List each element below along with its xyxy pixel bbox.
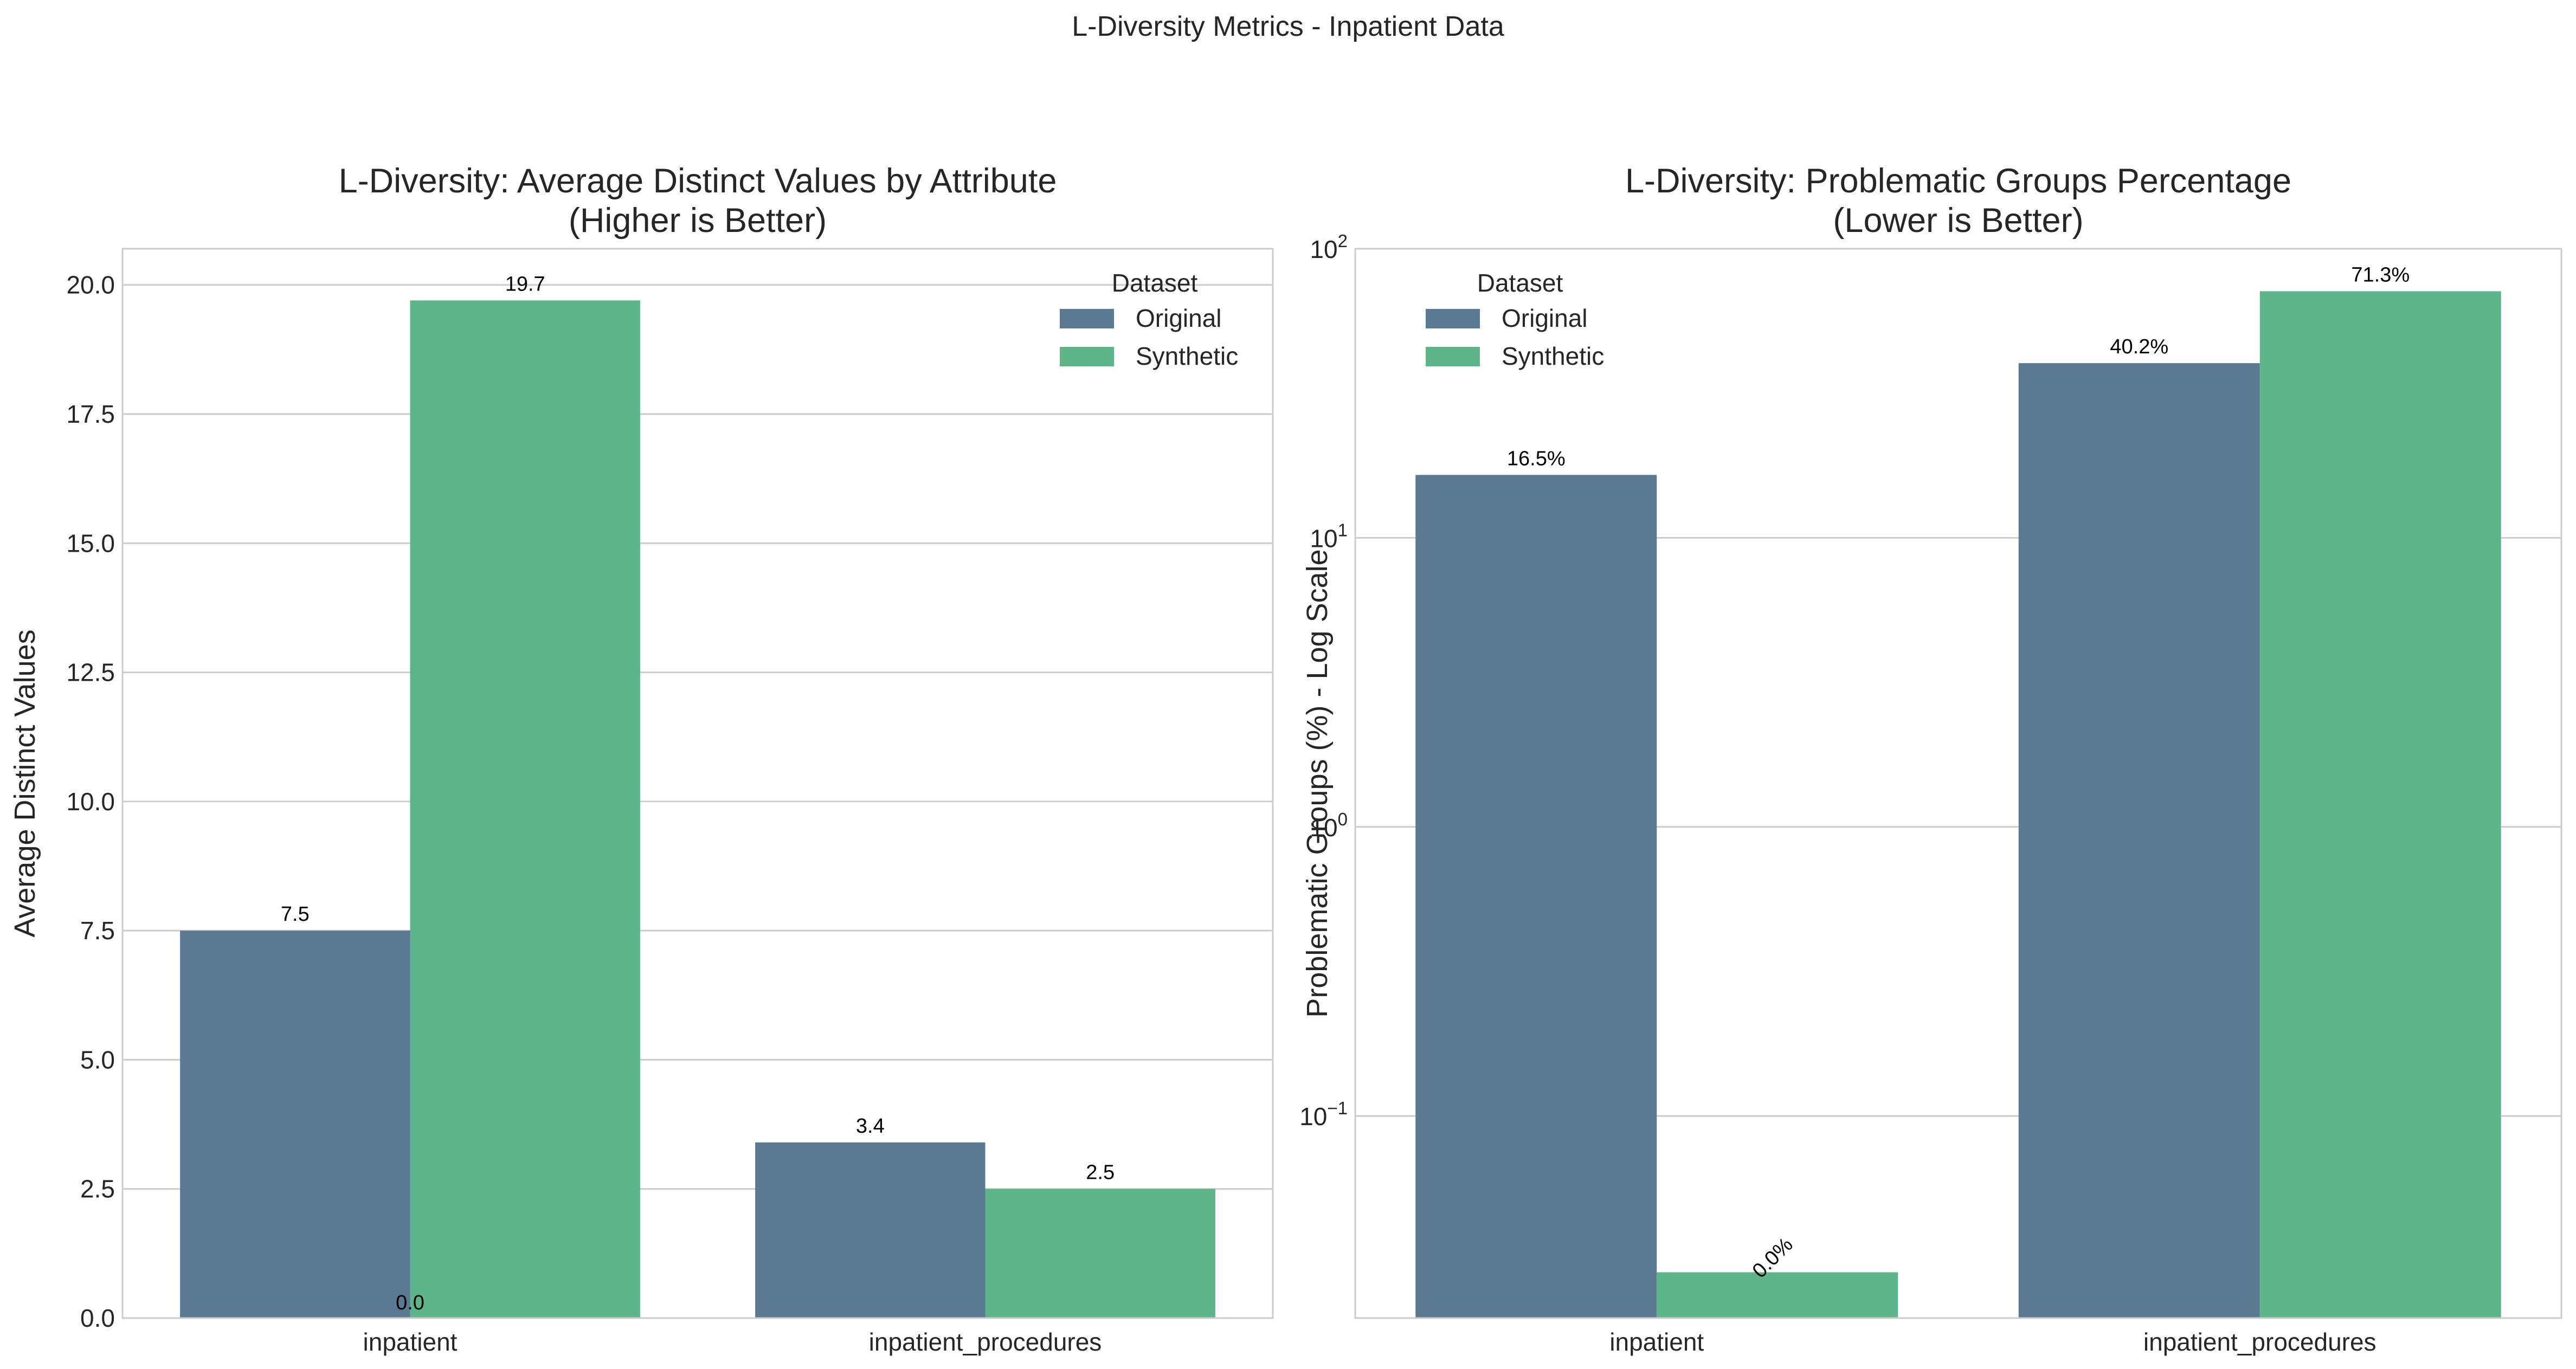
bar-value-label: 71.3% bbox=[2351, 263, 2410, 286]
bar-synthetic bbox=[985, 1189, 1215, 1318]
legend-swatch-synthetic bbox=[1426, 347, 1480, 366]
y-tick-label: 5.0 bbox=[80, 1045, 115, 1074]
y-axis-label: Average Distinct Values bbox=[9, 629, 41, 937]
y-axis-label: Problematic Groups (%) - Log Scale bbox=[1301, 549, 1334, 1017]
bar-original bbox=[755, 1142, 986, 1318]
legend-label-synthetic: Synthetic bbox=[1136, 342, 1238, 370]
bar-value-label: 3.4 bbox=[856, 1115, 885, 1138]
y-tick-label: 12.5 bbox=[66, 658, 115, 687]
chart-subtitle: (Lower is Better) bbox=[1833, 202, 2083, 240]
chart-average-distinct-values: 0.0 2.5 5.0 7.5 10.0 12.5 15.0 17.5 20.0 7.5 3.4 19… bbox=[9, 162, 1274, 1356]
bar-value-label: 16.5% bbox=[1507, 447, 1566, 470]
legend-swatch-original bbox=[1426, 309, 1480, 328]
bar-value-label: 19.7 bbox=[505, 273, 545, 295]
y-tick-label: 7.5 bbox=[80, 916, 115, 945]
y-tick-label: 10.0 bbox=[66, 787, 115, 816]
y-tick-label: 0.0 bbox=[80, 1304, 115, 1332]
bar-original bbox=[180, 931, 410, 1318]
legend-title: Dataset bbox=[1112, 269, 1198, 297]
plot-frame bbox=[121, 248, 1274, 1319]
chart-title: L-Diversity: Average Distinct Values by … bbox=[339, 162, 1057, 200]
bar-synthetic bbox=[410, 300, 640, 1319]
legend-label-original: Original bbox=[1502, 304, 1588, 332]
y-tick-label: 20.0 bbox=[66, 271, 115, 299]
x-tick-label: inpatient bbox=[1609, 1328, 1704, 1356]
chart-subtitle: (Higher is Better) bbox=[569, 202, 827, 240]
y-tick-label: 10−1 bbox=[1299, 1098, 1348, 1131]
legend-label-original: Original bbox=[1136, 304, 1222, 332]
legend-swatch-original bbox=[1060, 309, 1114, 328]
bar-value-label: 2.5 bbox=[1086, 1161, 1115, 1184]
legend-label-synthetic: Synthetic bbox=[1502, 342, 1604, 370]
bar-original bbox=[2018, 363, 2260, 1318]
bar-value-label: 0.0 bbox=[396, 1291, 424, 1314]
figure-suptitle: L-Diversity Metrics - Inpatient Data bbox=[1072, 11, 1504, 42]
y-tick-label: 101 bbox=[1310, 520, 1348, 552]
chart-problematic-groups: 10−110010110216.5%40.2%0.0%71.3%inpatien… bbox=[1299, 162, 2562, 1356]
legend-title: Dataset bbox=[1477, 269, 1563, 297]
y-tick-label: 15.0 bbox=[66, 529, 115, 557]
y-tick-label: 102 bbox=[1310, 231, 1348, 263]
bar-synthetic bbox=[2259, 291, 2501, 1318]
bar-value-label: 40.2% bbox=[2110, 335, 2168, 358]
x-tick-label: inpatient bbox=[363, 1328, 458, 1356]
chart-title: L-Diversity: Problematic Groups Percenta… bbox=[1625, 162, 2291, 200]
bar-synthetic bbox=[1657, 1272, 1898, 1318]
plot-frame bbox=[1354, 248, 2562, 1319]
bar-value-label: 7.5 bbox=[281, 903, 310, 926]
bar-original bbox=[1415, 475, 1657, 1318]
y-tick-label: 2.5 bbox=[80, 1175, 115, 1203]
y-tick-label: 100 bbox=[1310, 809, 1348, 842]
legend-swatch-synthetic bbox=[1060, 347, 1114, 366]
x-tick-label: inpatient_procedures bbox=[2143, 1328, 2377, 1356]
y-tick-label: 17.5 bbox=[66, 400, 115, 428]
x-tick-label: inpatient_procedures bbox=[869, 1328, 1102, 1356]
